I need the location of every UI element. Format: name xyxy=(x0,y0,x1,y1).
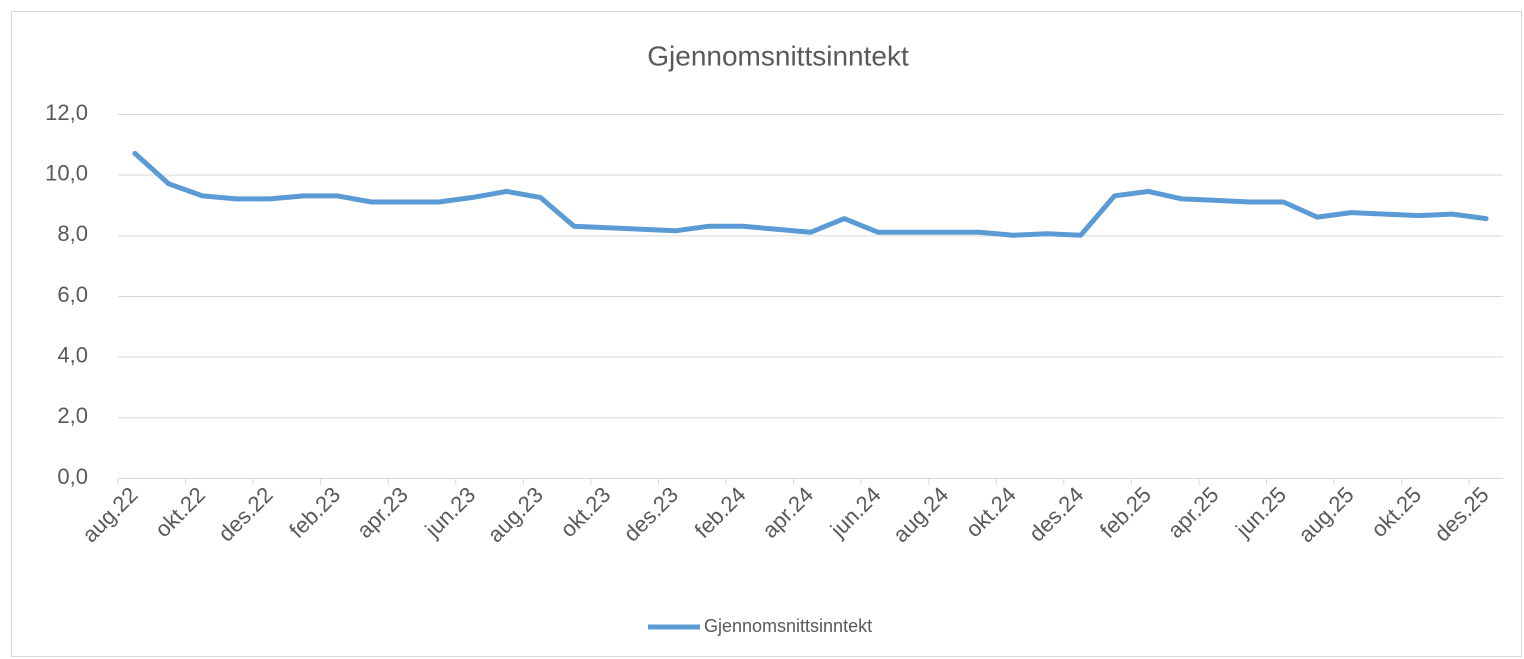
y-tick-label: 10,0 xyxy=(45,160,88,185)
y-tick-label: 8,0 xyxy=(57,221,88,246)
y-tick-label: 0,0 xyxy=(57,464,88,489)
y-tick-label: 6,0 xyxy=(57,282,88,307)
line-series xyxy=(132,150,1489,238)
legend-label: Gjennomsnittsinntekt xyxy=(704,616,872,636)
chart-title: Gjennomsnittsinntekt xyxy=(647,40,909,71)
y-tick-label: 12,0 xyxy=(45,100,88,125)
y-tick-label: 4,0 xyxy=(57,342,88,367)
chart-border xyxy=(11,11,1522,657)
y-tick-label: 2,0 xyxy=(57,403,88,428)
